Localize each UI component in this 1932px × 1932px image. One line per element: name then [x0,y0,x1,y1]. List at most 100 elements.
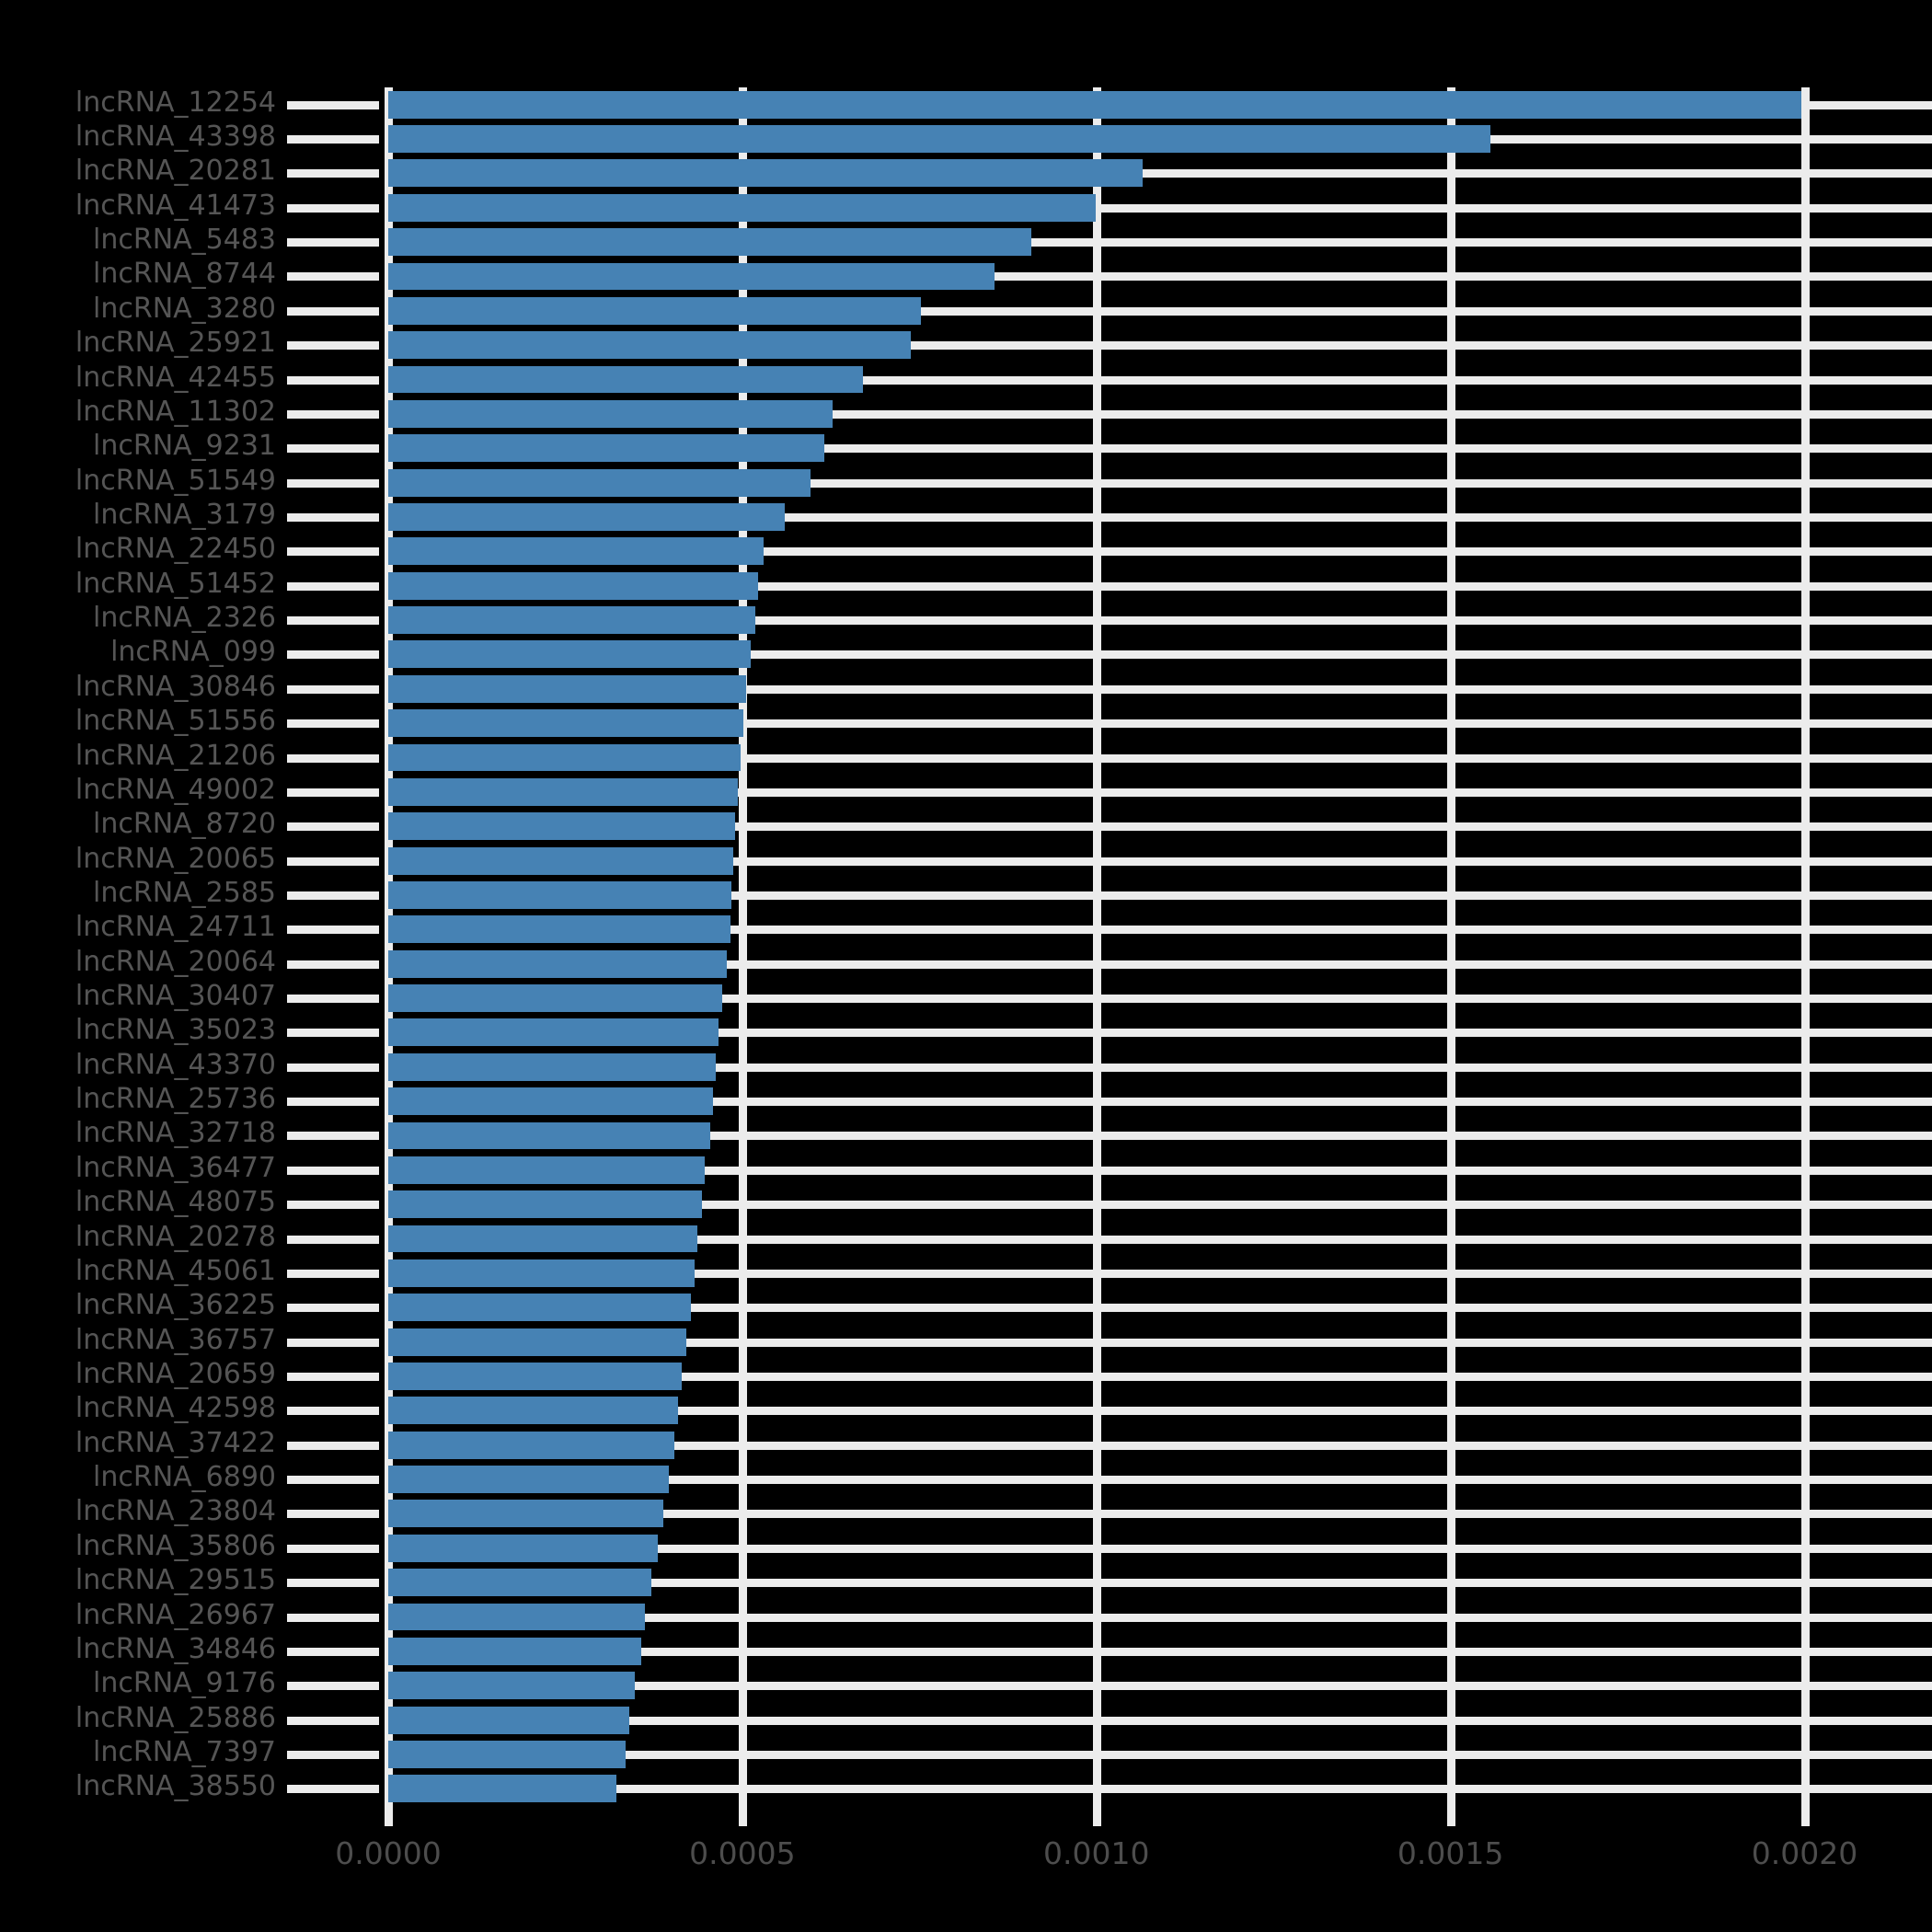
bar [388,503,1840,531]
x-tick-label: 0.0010 [1043,1835,1150,1871]
bar [388,1397,1840,1425]
y-gridline [388,857,1932,866]
bar-rect [388,434,825,463]
y-tick-mark [287,1029,379,1038]
y-gridline [388,822,1932,832]
bar [388,1741,1840,1768]
bar-rect [388,296,921,325]
bar [388,709,1840,738]
bar-rect [388,1156,706,1184]
bar-rect [388,90,1802,119]
y-tick-mark [287,169,379,178]
y-gridline [388,926,1932,935]
y-gridline [388,409,1932,419]
bar [388,1569,1840,1597]
y-gridline [388,1063,1932,1072]
bar-rect [388,640,752,669]
y-gridline [388,238,1932,247]
bar [388,468,1840,497]
y-gridline [388,1510,1932,1519]
y-tick-mark [287,1441,379,1450]
y-tick-label: lncRNA_45061 [75,1254,276,1287]
bar [388,1190,1840,1219]
y-tick-mark [287,135,379,144]
bar-rect [388,503,786,531]
x-tick-label: 0.0015 [1397,1835,1504,1871]
bar [388,296,1840,325]
bar [388,1156,1840,1184]
y-tick-label: lncRNA_51549 [75,464,276,497]
y-tick-label: lncRNA_21206 [75,739,276,772]
y-tick-mark [287,1235,379,1244]
y-tick-label: lncRNA_20065 [75,842,276,875]
x-axis-tick-labels: 0.0000 0.0005 0.0010 0.0015 0.0020 [0,1835,1932,1891]
bar-rect [388,365,863,394]
y-tick-mark [287,375,379,385]
y-tick-label: lncRNA_2585 [93,876,276,909]
y-gridline [388,684,1932,694]
y-tick-label: lncRNA_36225 [75,1289,276,1322]
y-tick-mark [287,1063,379,1072]
y-tick-mark [287,547,379,557]
bar-rect [388,1775,616,1803]
bar [388,228,1840,257]
bar [388,125,1840,153]
y-tick-label: lncRNA_42455 [75,361,276,394]
y-tick-mark [287,650,379,660]
bar [388,1466,1840,1493]
y-tick-label: lncRNA_32718 [75,1117,276,1150]
bar-rect [388,949,727,978]
bar [388,1431,1840,1459]
bar [388,571,1840,600]
y-tick-mark [287,1098,379,1107]
y-tick-mark [287,1166,379,1175]
bar-rect [388,1637,641,1665]
y-gridline [388,1750,1932,1759]
bar [388,915,1840,944]
y-gridline [388,1373,1932,1381]
y-tick-mark [287,684,379,694]
x-tick-mark [1092,1806,1101,1826]
bar-rect [388,743,742,772]
bar-rect [388,881,732,909]
y-gridline [388,1029,1932,1038]
bar-rect [388,125,1490,153]
bar [388,1121,1840,1150]
bar [388,881,1840,909]
y-tick-mark [287,995,379,1004]
y-gridline [388,616,1932,626]
y-tick-mark [287,1750,379,1759]
bar [388,1500,1840,1528]
bar [388,193,1840,222]
y-tick-mark [287,581,379,591]
y-gridline [388,444,1932,454]
y-tick-mark [287,1132,379,1141]
bar-rect [388,193,1096,222]
y-gridline [388,547,1932,557]
y-gridline [388,272,1932,282]
x-tick-label: 0.0000 [335,1835,442,1871]
y-tick-label: lncRNA_26967 [75,1598,276,1631]
y-tick-mark [287,1201,379,1210]
y-tick-mark [287,926,379,935]
y-tick-mark [287,272,379,282]
y-gridline [388,1682,1932,1691]
y-tick-label: lncRNA_20278 [75,1220,276,1253]
y-gridline [388,1304,1932,1313]
bar [388,159,1840,188]
y-gridline [388,169,1932,178]
bar [388,777,1840,806]
bar-rect [388,984,723,1012]
x-gridline [385,87,393,1806]
x-tick-mark [1446,1806,1455,1826]
bar [388,1018,1840,1047]
y-tick-mark [287,616,379,626]
y-tick-mark [287,822,379,832]
y-tick-mark [287,788,379,797]
y-tick-label: lncRNA_37422 [75,1426,276,1459]
y-tick-label: lncRNA_20659 [75,1358,276,1390]
y-tick-label: lncRNA_23804 [75,1495,276,1528]
bar-rect [388,1397,678,1425]
bar-rect [388,709,744,738]
y-tick-mark [287,1476,379,1485]
